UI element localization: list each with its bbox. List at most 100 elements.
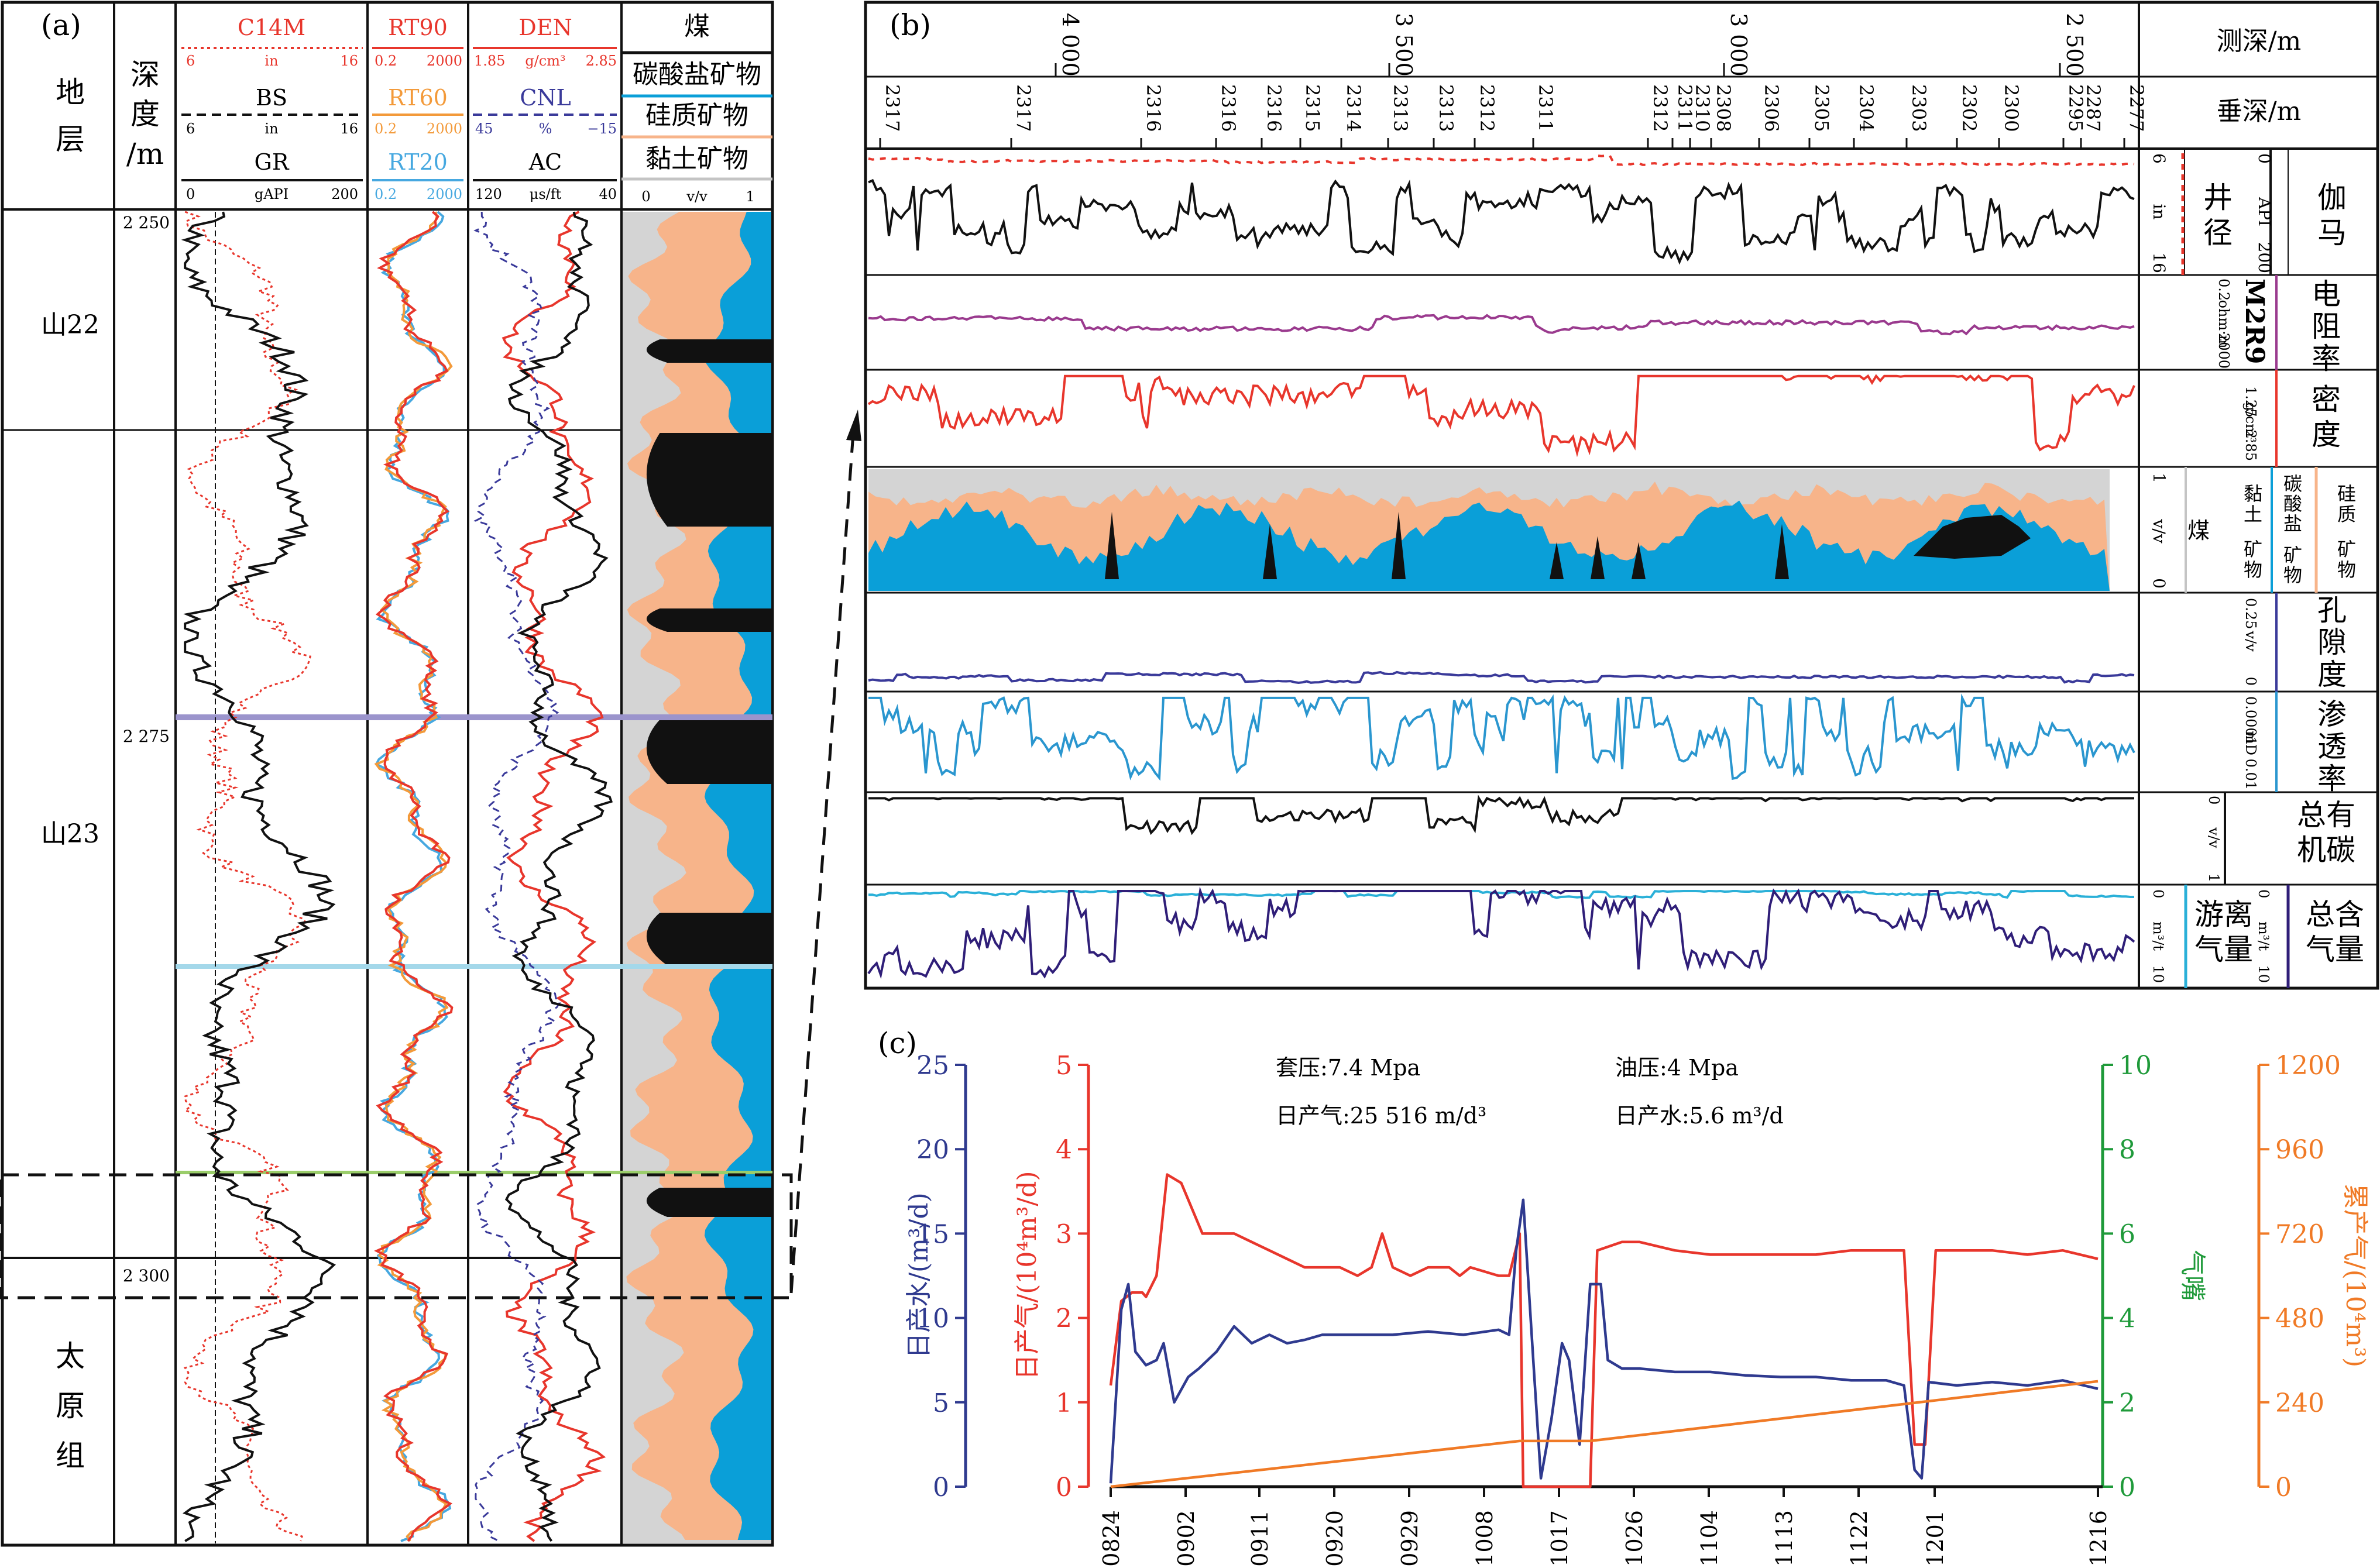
- cnl-label: CNL: [520, 85, 571, 111]
- tvd-tick-label: 2310: [1691, 84, 1713, 132]
- tvd-tick-label: 2303: [1908, 84, 1930, 132]
- tvd-tick-label: 2300: [2000, 84, 2022, 132]
- md-axis: 4 000 3 500 3 000 2 500: [1055, 13, 2087, 77]
- cumgas-tick-label: 240: [2275, 1388, 2324, 1418]
- svg-text:盐: 盐: [2283, 513, 2302, 535]
- svg-text:200: 200: [331, 186, 358, 202]
- min-clay-label: 黏 土 矿 物: [2244, 483, 2262, 581]
- por-title-1: 孔: [2317, 593, 2347, 627]
- panel-c-label: (c): [878, 1026, 917, 1060]
- perm-title-1: 渗: [2317, 697, 2347, 731]
- tvd-tick-label: 2311: [1534, 84, 1557, 132]
- x-tick-label: 1104: [1696, 1510, 1722, 1567]
- gas-tick-label: 5: [1056, 1051, 1072, 1081]
- coal-fill: [646, 433, 771, 527]
- water-tick-label: 20: [916, 1135, 949, 1165]
- svg-text:0.2: 0.2: [2216, 278, 2232, 301]
- svg-text:0: 0: [2149, 578, 2169, 589]
- res-title-2: 阻: [2312, 310, 2341, 343]
- tvd-tick-label: 2312: [1649, 84, 1671, 132]
- tvd-tick-label: 2316: [1263, 84, 1285, 132]
- coal-fill: [646, 608, 771, 632]
- gamma-curve: [868, 178, 2135, 265]
- tvd-tick-label: 2308: [1712, 84, 1735, 132]
- svg-text:API: API: [2255, 197, 2274, 226]
- svg-text:物: 物: [2337, 559, 2356, 581]
- total-gas-title-2: 气量: [2306, 933, 2364, 967]
- tvd-tick-label: 2317: [1012, 84, 1035, 132]
- tvd-tick-label: 2314: [1342, 84, 1365, 132]
- tvd-tick-label: 2313: [1435, 84, 1457, 132]
- selection-box: [0, 1173, 793, 1299]
- svg-text:2.85: 2.85: [586, 53, 617, 69]
- free-gas-title-2: 气量: [2194, 933, 2253, 967]
- col-stratum-2: 层: [56, 122, 85, 156]
- svg-text:g/cm³: g/cm³: [2242, 402, 2259, 442]
- choke-tick-label: 2: [2119, 1388, 2135, 1418]
- choke-tick-label: 8: [2119, 1135, 2135, 1165]
- toc-curve: [868, 795, 2134, 835]
- tvd-tick-label: 2302: [1958, 84, 1980, 132]
- svg-text:黏: 黏: [2244, 483, 2262, 505]
- zoom-arrow-head: [846, 410, 861, 441]
- tvd-tick-label: 2312: [1476, 84, 1498, 132]
- water-tick-label: 0: [933, 1473, 949, 1502]
- rt60-label: RT60: [388, 85, 448, 111]
- gamma-title-1: 伽: [2317, 181, 2347, 215]
- cumgas-tick-label: 0: [2275, 1473, 2292, 1502]
- svg-text:v/v: v/v: [2206, 827, 2222, 848]
- choke-axis-title: 气嘴: [2178, 1250, 2207, 1301]
- log-curves-b: [867, 154, 2135, 979]
- cumgas-tick-label: 960: [2275, 1135, 2324, 1165]
- coal-fill: [646, 720, 771, 784]
- svg-text:v/v: v/v: [686, 188, 708, 205]
- tvd-tick-label: 2306: [1760, 84, 1783, 132]
- log-curves-a: [181, 211, 613, 1543]
- den-label: DEN: [518, 15, 572, 40]
- svg-text:1: 1: [746, 188, 754, 205]
- caliper-curve: [868, 154, 2135, 167]
- res-title-3: 率: [2312, 342, 2341, 376]
- svg-text:1.25: 1.25: [2242, 386, 2259, 417]
- svg-text:0.0001: 0.0001: [2242, 696, 2259, 745]
- svg-text:1: 1: [2206, 874, 2222, 882]
- svg-text:%: %: [539, 121, 552, 137]
- panel-b-horizontal-well: (b) 测深/m 垂深/m 4 000 3 500 3 000 2 500 2317 2…: [864, 1, 2379, 990]
- svg-text:200: 200: [2255, 242, 2274, 273]
- water-tick-label: 5: [933, 1388, 949, 1418]
- cnl-curve: [473, 211, 561, 1542]
- coal-fill: [646, 913, 771, 965]
- x-tick-label: 1008: [1472, 1510, 1498, 1567]
- svg-text:6: 6: [2149, 153, 2169, 164]
- caliper-title-1: 井: [2203, 181, 2233, 215]
- svg-text:物: 物: [2283, 564, 2302, 586]
- x-tick-label: 0929: [1397, 1510, 1423, 1567]
- rt20-label: RT20: [388, 149, 448, 175]
- cumgas-series-line: [1110, 1380, 2099, 1488]
- caliper-title-2: 径: [2203, 216, 2233, 250]
- legend-carbonate: 碳酸盐矿物: [633, 60, 761, 90]
- tvd-tick-label: 2316: [1217, 84, 1239, 132]
- tvd-tick-label: 2316: [1142, 84, 1165, 132]
- svg-text:m³/t: m³/t: [2255, 921, 2272, 951]
- tvd-axis: 2317 2317 2316 2316 2316 2315 2314 2313 2313 2312…: [879, 84, 2148, 149]
- stratum-taiyuan-2: 原: [56, 1389, 85, 1423]
- svg-text:0: 0: [2255, 889, 2272, 898]
- svg-text:45: 45: [475, 121, 493, 137]
- svg-text:0: 0: [186, 186, 195, 202]
- panel-a-label: (a): [41, 8, 81, 42]
- resistivity-curve: [868, 314, 2135, 336]
- md-tick-label: 4 000: [1057, 13, 1083, 77]
- svg-text:40: 40: [599, 186, 617, 202]
- stratum-taiyuan-3: 组: [56, 1439, 85, 1473]
- coal-fill-b: [1591, 536, 1605, 579]
- legend-siliceous: 硅质矿物: [645, 101, 748, 130]
- svg-text:μs/ft: μs/ft: [530, 186, 562, 202]
- annotation-daily-water: 日产水:5.6 m³/d: [1615, 1103, 1784, 1129]
- legend-clay: 黏土矿物: [645, 144, 748, 174]
- res-title-1: 电: [2312, 277, 2341, 311]
- x-tick-label: 1017: [1547, 1510, 1572, 1567]
- tvd-tick-label: 2287: [2082, 84, 2104, 132]
- svg-text:16: 16: [2149, 252, 2169, 273]
- gas-tick-label: 4: [1056, 1135, 1072, 1165]
